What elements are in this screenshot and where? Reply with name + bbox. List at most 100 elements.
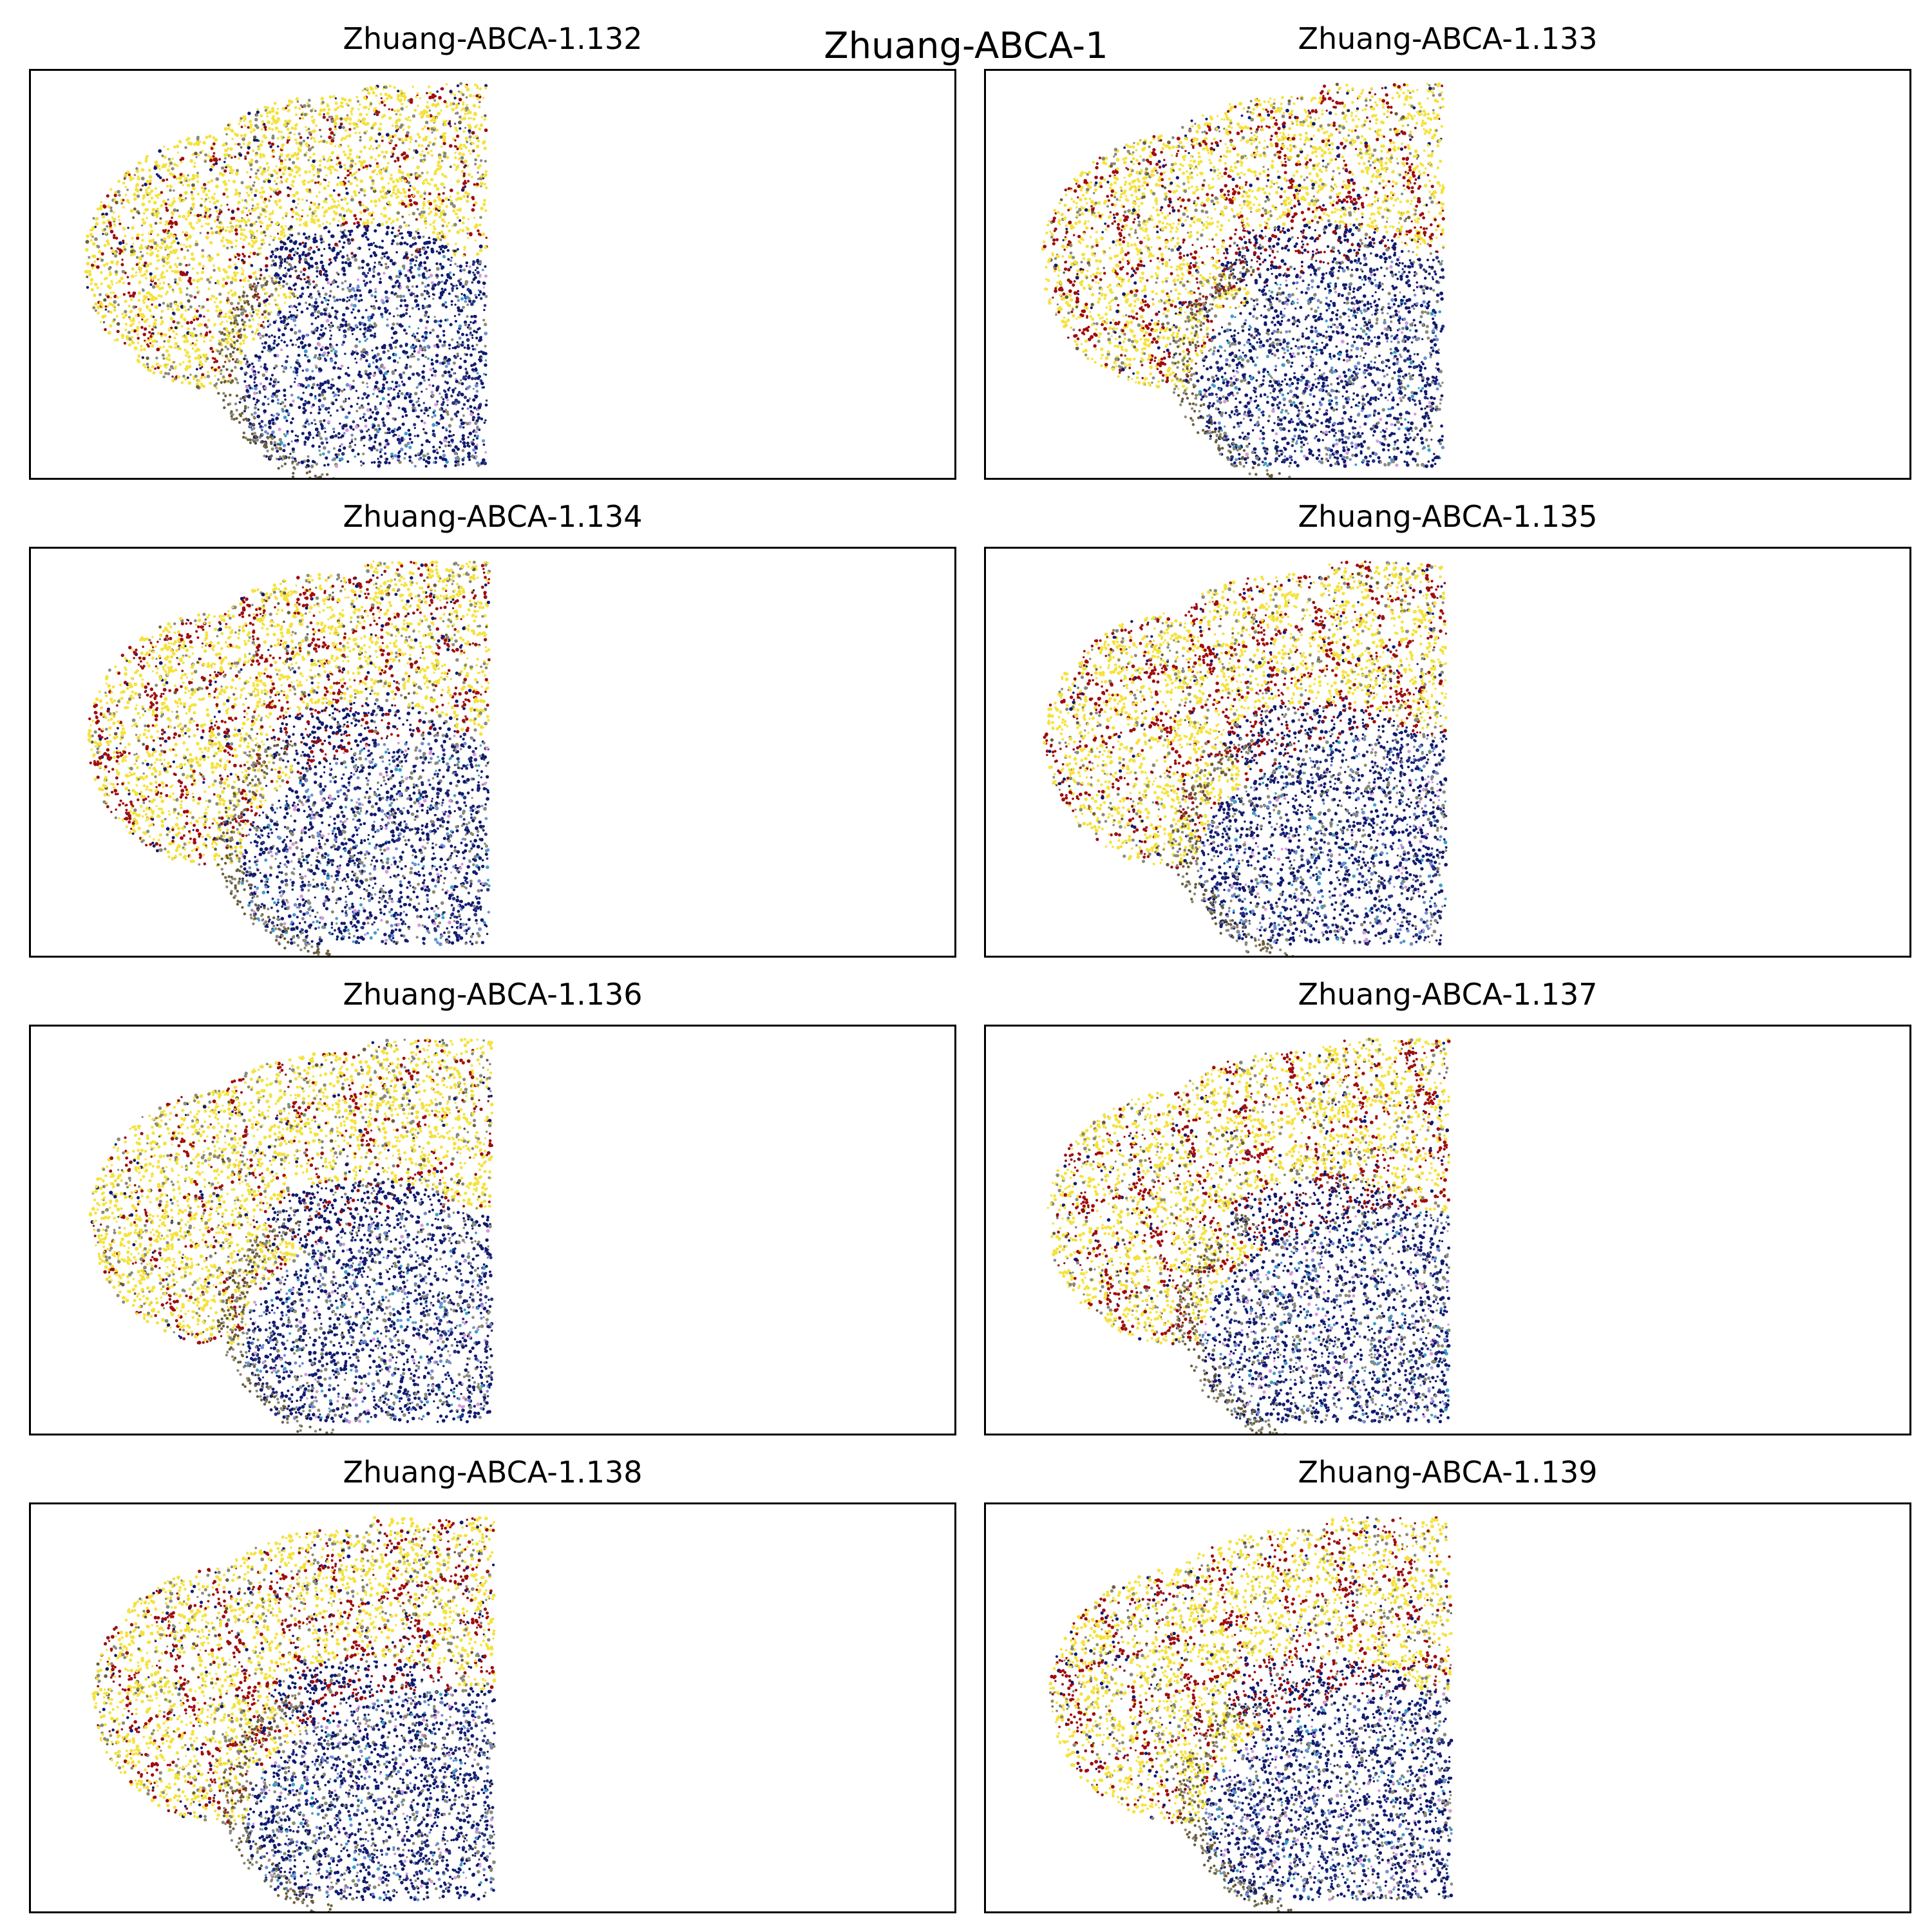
cell-point	[440, 287, 444, 290]
cell-point	[397, 440, 402, 445]
cell-point	[442, 439, 447, 442]
cell-point	[297, 202, 299, 205]
cell-point	[135, 183, 140, 187]
cell-point	[135, 236, 140, 240]
cell-point	[353, 214, 357, 218]
cell-point	[351, 385, 355, 390]
cell-point	[187, 308, 190, 311]
cell-point	[377, 144, 381, 148]
cell-point	[138, 266, 141, 269]
cell-point	[374, 433, 378, 437]
cell-point	[247, 218, 251, 222]
cell-point	[452, 273, 455, 276]
cell-point	[329, 386, 333, 390]
cell-point	[401, 236, 404, 240]
cell-point	[408, 198, 412, 203]
cell-point	[310, 136, 314, 139]
cell-point	[151, 278, 154, 281]
cell-point	[310, 214, 314, 218]
cell-point	[111, 283, 114, 286]
cell-point	[256, 229, 259, 232]
cell-point	[312, 437, 315, 439]
cell-point	[343, 446, 346, 450]
cell-point	[249, 163, 253, 167]
cell-point	[363, 279, 366, 283]
cell-point	[200, 186, 204, 190]
cell-point	[113, 224, 117, 227]
cell-point	[479, 216, 482, 219]
cell-point	[308, 170, 311, 173]
cell-point	[397, 434, 401, 437]
cell-point	[307, 439, 309, 441]
cell-point	[327, 207, 331, 211]
cell-point	[374, 158, 377, 161]
cell-point	[338, 125, 342, 129]
cell-point	[350, 294, 354, 299]
cell-point	[476, 86, 479, 90]
cell-point	[426, 181, 430, 184]
cell-point	[383, 214, 388, 218]
cell-point	[298, 107, 301, 110]
cell-point	[477, 154, 480, 158]
cell-point	[424, 120, 429, 124]
cell-point	[300, 113, 303, 116]
cell-point	[473, 394, 477, 398]
cell-point	[437, 193, 441, 196]
cell-point	[469, 404, 473, 409]
cell-point	[242, 115, 246, 120]
cell-point	[170, 242, 173, 245]
cell-point	[475, 390, 479, 393]
cell-point	[142, 222, 145, 225]
cell-point	[331, 378, 334, 381]
cell-point	[362, 332, 366, 336]
cell-point	[169, 172, 173, 176]
cell-point	[169, 184, 173, 189]
cell-point	[417, 104, 419, 108]
cell-point	[448, 343, 451, 347]
cell-point	[480, 417, 484, 421]
cell-point	[303, 349, 308, 354]
cell-point	[408, 395, 412, 399]
cell-point	[121, 258, 124, 261]
cell-point	[424, 222, 428, 225]
cell-point	[264, 264, 269, 268]
cell-point	[108, 267, 111, 270]
cell-point	[312, 250, 316, 254]
cell-point	[307, 359, 311, 363]
cell-point	[233, 254, 236, 257]
cell-point	[292, 193, 296, 198]
cell-point	[319, 237, 323, 242]
cell-point	[146, 363, 149, 366]
cell-point	[224, 229, 228, 232]
cell-point	[182, 231, 184, 234]
cell-point	[438, 156, 442, 160]
cell-point	[473, 377, 477, 381]
cell-point	[459, 82, 463, 86]
cell-point	[440, 182, 444, 186]
cell-point	[182, 184, 184, 187]
cell-point	[453, 346, 457, 350]
cell-point	[348, 233, 352, 236]
cell-point	[341, 261, 345, 265]
cell-point	[459, 115, 462, 119]
cell-point	[129, 209, 134, 213]
cell-point	[162, 164, 167, 168]
cell-point	[472, 448, 476, 452]
cell-point	[108, 274, 111, 277]
cell-point	[240, 134, 243, 138]
cell-point	[363, 231, 368, 236]
cell-point	[380, 256, 384, 260]
cell-point	[433, 169, 437, 173]
cell-point	[415, 285, 419, 289]
cell-point	[455, 379, 459, 383]
cell-point	[294, 288, 296, 291]
cell-point	[421, 335, 424, 339]
cell-point	[229, 281, 234, 285]
cell-point	[316, 167, 319, 171]
cell-point	[125, 243, 128, 245]
cell-point	[117, 189, 120, 194]
cell-point	[163, 237, 167, 241]
cell-point	[249, 312, 252, 315]
cell-point	[472, 278, 475, 281]
cell-point	[312, 403, 316, 407]
